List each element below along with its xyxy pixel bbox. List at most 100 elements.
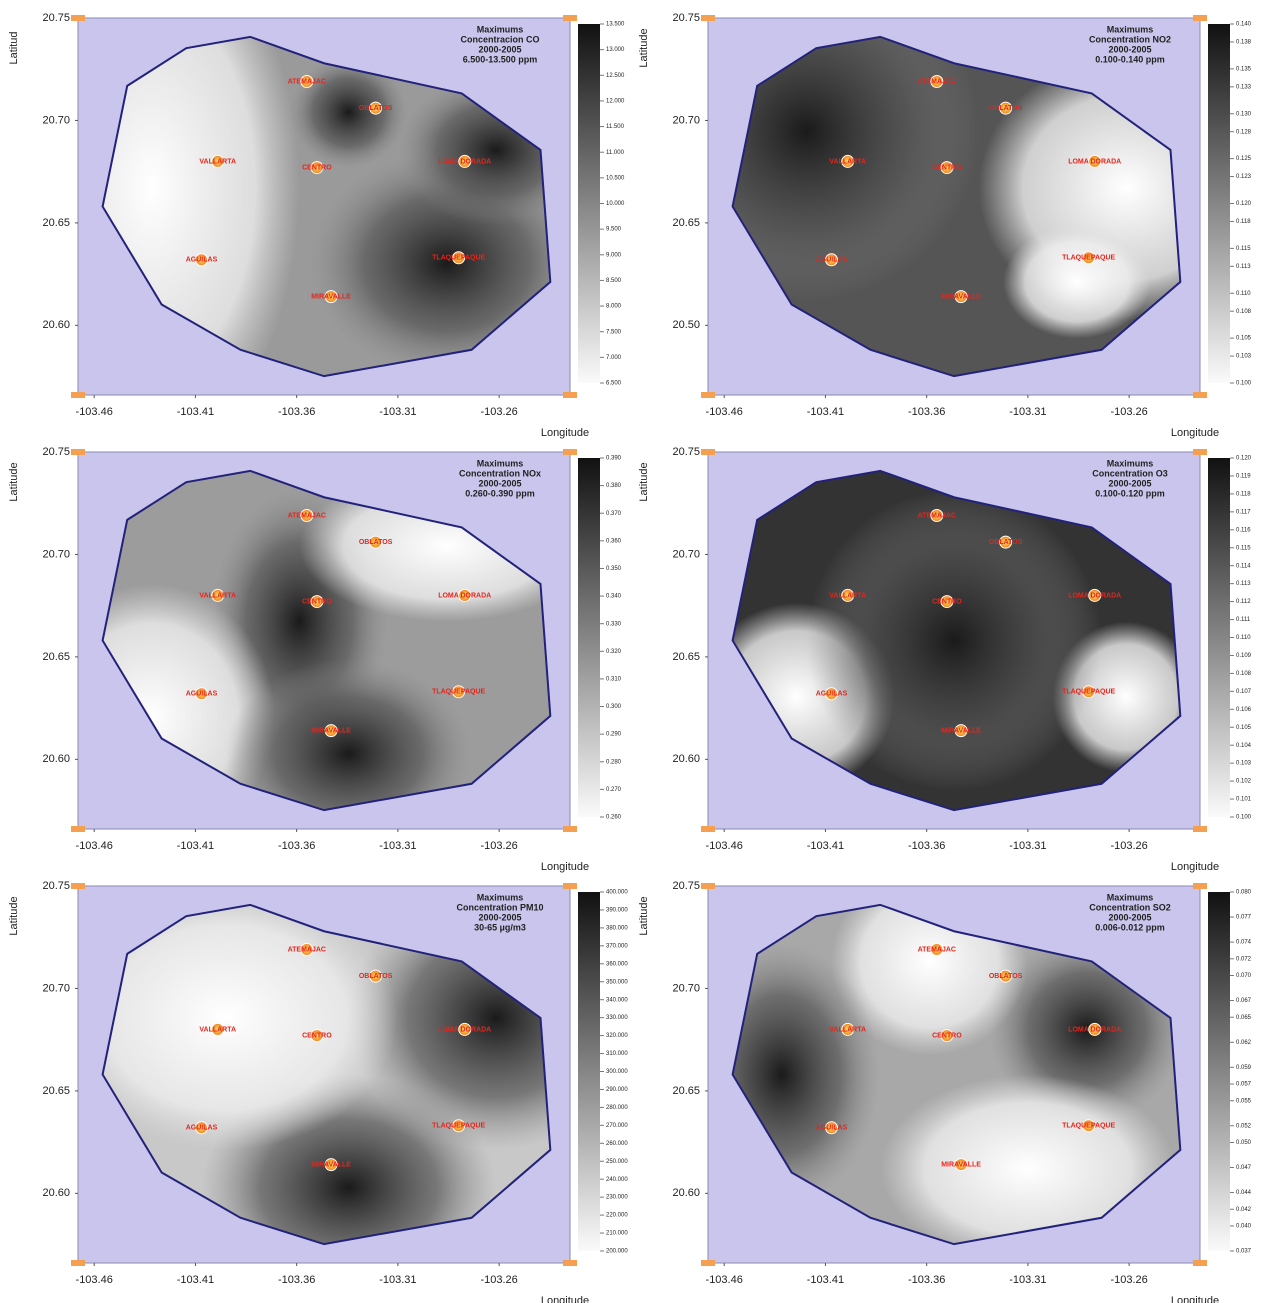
colorbar: [1208, 24, 1230, 383]
colorbar-tick-label: 7.000: [606, 355, 622, 361]
station-marker: [954, 724, 968, 738]
station-label: VALLARTA: [829, 1026, 866, 1033]
station-label: TLAQUEPAQUE: [432, 1123, 485, 1130]
station-marker: [999, 969, 1013, 983]
station-marker: [825, 253, 839, 267]
colorbar-tick-label: 0.133: [1236, 84, 1252, 90]
colorbar-tick-label: 0.260: [606, 815, 622, 821]
colorbar-tick-label: 0.138: [1236, 40, 1252, 46]
y-tick-label: 20.60: [42, 319, 70, 331]
x-tick-label: -103.46: [706, 406, 743, 418]
corner-marker: [701, 449, 715, 455]
x-tick-label: -103.26: [1110, 406, 1147, 418]
y-tick-label: 20.65: [672, 1085, 700, 1097]
colorbar: [578, 892, 600, 1251]
colorbar-tick-label: 360.000: [606, 961, 628, 967]
colorbar-tick-label: 12.500: [606, 73, 625, 79]
colorbar-tick-label: 0.390: [606, 456, 622, 462]
colorbar-tick-label: 250.000: [606, 1159, 628, 1165]
colorbar-tick-label: 0.130: [1236, 111, 1252, 117]
colorbar-tick-label: 11.500: [606, 124, 625, 130]
colorbar-tick-label: 340.000: [606, 997, 628, 1003]
plot-frame: [77, 885, 571, 1264]
y-axis-label: Latitude: [8, 896, 20, 935]
panel-title: 2000-2005: [478, 478, 521, 488]
colorbar-tick-label: 0.115: [1236, 246, 1251, 252]
station-label: TLAQUEPAQUE: [1062, 689, 1115, 696]
panel-title: Concentration O3: [1092, 468, 1168, 478]
colorbar-tick-label: 0.270: [606, 787, 622, 793]
colorbar-tick-label: 0.105: [1236, 725, 1252, 731]
panel-title: Concentracion CO: [460, 34, 539, 44]
city-boundary: [101, 35, 552, 378]
colorbar-tick-label: 0.120: [1236, 201, 1252, 207]
colorbar-tick-label: 0.116: [1236, 527, 1251, 533]
x-tick-label: -103.31: [379, 406, 416, 418]
colorbar-tick-label: 0.111: [1236, 617, 1251, 623]
colorbar-tick-label: 0.101: [1236, 797, 1252, 803]
station-marker: [999, 535, 1013, 549]
station-marker: [841, 588, 855, 602]
station-marker: [841, 154, 855, 168]
x-tick-label: -103.41: [177, 1274, 214, 1286]
colorbar-tick-label: 350.000: [606, 979, 628, 985]
corner-marker: [1193, 15, 1207, 21]
panel-title: 2000-2005: [478, 44, 521, 54]
x-tick-label: -103.46: [76, 1274, 113, 1286]
surface-shade: [732, 36, 979, 301]
station-label: AGUILAS: [816, 1125, 848, 1132]
colorbar-tick-label: 0.115: [1236, 545, 1251, 551]
colorbar-tick-label: 0.113: [1236, 264, 1251, 270]
colorbar-tick-label: 0.310: [606, 677, 622, 683]
y-tick-label: 20.60: [672, 753, 700, 765]
colorbar-tick-label: 0.380: [606, 483, 622, 489]
colorbar: [1208, 892, 1230, 1251]
colorbar-tick-label: 0.110: [1236, 635, 1251, 641]
y-tick-label: 20.70: [672, 548, 700, 560]
station-label: AGUILAS: [186, 1125, 218, 1132]
station-marker: [930, 943, 944, 957]
colorbar-tick-label: 0.125: [1236, 156, 1252, 162]
x-axis-label: Longitude: [1171, 1295, 1219, 1303]
colorbar-tick-label: 210.000: [606, 1231, 628, 1237]
panel-title: Maximums: [477, 458, 524, 468]
colorbar-tick-label: 0.114: [1236, 563, 1251, 569]
station-marker: [940, 595, 954, 609]
x-tick-label: -103.36: [908, 406, 945, 418]
y-tick-label: 20.75: [42, 12, 70, 24]
y-tick-label: 20.60: [42, 1187, 70, 1199]
city-boundary: [101, 903, 552, 1246]
colorbar-tick-label: 390.000: [606, 908, 628, 914]
city-boundary: [101, 469, 552, 812]
colorbar-tick-label: 0.135: [1236, 66, 1252, 72]
colorbar-tick-label: 0.077: [1236, 915, 1252, 921]
x-tick-label: -103.36: [278, 406, 315, 418]
station-marker: [211, 1022, 225, 1036]
x-axis-label: Longitude: [1171, 861, 1219, 873]
corner-marker: [1193, 883, 1207, 889]
colorbar-tick-label: 230.000: [606, 1195, 628, 1201]
station-marker: [940, 1029, 954, 1043]
panel-title: 30-65 µg/m3: [474, 922, 526, 932]
station-marker: [324, 290, 338, 304]
colorbar-tick-label: 8.500: [606, 278, 622, 284]
station-marker: [825, 687, 839, 701]
x-tick-label: -103.31: [1009, 406, 1046, 418]
corner-marker: [1193, 392, 1207, 398]
x-tick-label: -103.46: [76, 840, 113, 852]
y-tick-label: 20.65: [672, 217, 700, 229]
corner-marker: [71, 15, 85, 21]
colorbar-tick-label: 0.100: [1236, 381, 1252, 387]
station-marker: [324, 1158, 338, 1172]
panel-title: 0.006-0.012 ppm: [1095, 922, 1165, 932]
colorbar-tick-label: 0.050: [1236, 1140, 1252, 1146]
colorbar-tick-label: 0.110: [1236, 291, 1251, 297]
station-label: MIRAVALLE: [311, 727, 351, 734]
colorbar-tick-label: 11.000: [606, 150, 625, 156]
station-marker: [1088, 588, 1102, 602]
x-tick-label: -103.46: [76, 406, 113, 418]
panel-title: 2000-2005: [478, 912, 521, 922]
plot-frame: [77, 451, 571, 830]
x-tick-label: -103.26: [1110, 840, 1147, 852]
colorbar-tick-label: 0.037: [1236, 1249, 1252, 1255]
